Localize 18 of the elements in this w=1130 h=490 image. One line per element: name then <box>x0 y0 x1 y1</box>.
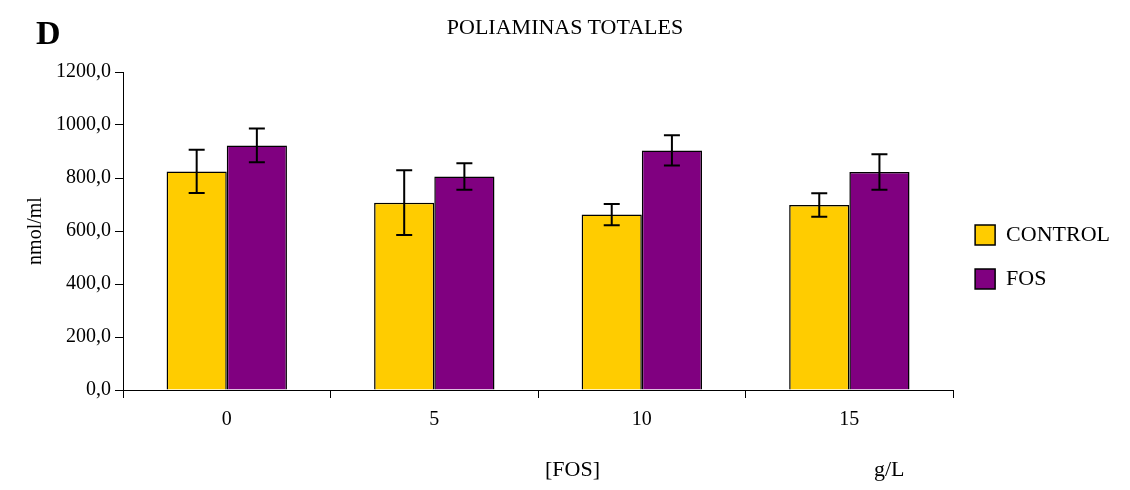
legend-label: FOS <box>1006 264 1047 290</box>
y-tick-label: 1200,0 <box>56 59 111 82</box>
x-tick-label: 5 <box>429 407 440 430</box>
y-tick-label: 200,0 <box>66 324 111 347</box>
y-tick-label: 0,0 <box>86 377 111 400</box>
x-tick-label: 0 <box>221 407 232 430</box>
y-axis-title: nmol/ml <box>23 196 46 265</box>
y-tick-label: 1000,0 <box>56 112 111 135</box>
chart-title: POLIAMINAS TOTALES <box>446 14 684 39</box>
text: D <box>36 14 61 52</box>
y-tick-label: 600,0 <box>66 218 111 241</box>
x-tick-label: 15 <box>839 407 860 430</box>
x-axis-title: [FOS] <box>545 456 601 482</box>
legend-label: CONTROL <box>1006 220 1110 246</box>
text: g/L <box>874 456 905 482</box>
y-tick-label: 400,0 <box>66 271 111 294</box>
x-tick-label: 10 <box>631 407 652 430</box>
y-tick-label: 800,0 <box>66 165 111 188</box>
